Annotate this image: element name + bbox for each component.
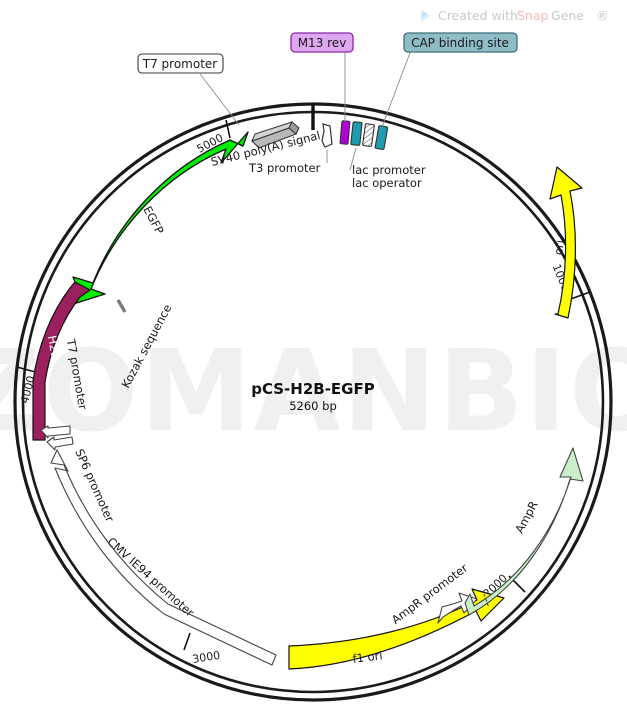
attribution-prefix: Created with — [438, 8, 518, 23]
feature-ori[interactable]: ori — [549, 166, 583, 319]
ampr-arrow-shape[interactable] — [464, 447, 584, 616]
callout-t7-promoter-box[interactable] — [137, 53, 224, 74]
feature-t3-promoter-box[interactable]: T3 promoter — [248, 123, 333, 175]
feature-label-ori: ori — [551, 239, 567, 256]
attribution-brand-1: Snap — [517, 8, 549, 23]
callout-leaders — [199, 49, 412, 128]
feature-label-cmv-ie94-promoter: CMV IE94 promoter — [104, 534, 197, 619]
callout-cap-binding-site-box[interactable] — [403, 32, 518, 53]
inline-label-t3-promoter: T3 promoter — [248, 161, 321, 175]
snapgene-logo-icon — [421, 10, 430, 22]
feature-cap-binding-site-box[interactable] — [374, 125, 389, 150]
snapgene-attribution: Created with Snap Gene ® — [421, 8, 609, 23]
plasmid-name: pCS-H2B-EGFP — [251, 380, 375, 398]
callout-label-cap-binding-site: CAP binding site — [411, 36, 509, 50]
feature-label-egfp: EGFP — [140, 204, 166, 237]
lac-promoter-box-shape[interactable] — [350, 121, 363, 146]
plasmid-size: 5260 bp — [289, 399, 337, 413]
leader-t7-promoter — [199, 73, 240, 126]
cmv-promoter-arrow-shape[interactable] — [50, 449, 277, 666]
sv40-polya-box-side — [288, 121, 300, 135]
attribution-registered: ® — [596, 8, 609, 23]
ruler-tick-3000: 3000 — [183, 632, 221, 666]
ori-arrow-shape[interactable] — [549, 166, 583, 319]
tick-label-3000: 3000 — [191, 649, 221, 666]
lac-promoter-leader — [349, 147, 357, 171]
callout-cap-binding-site[interactable]: CAP binding site — [403, 32, 518, 53]
lac-operator-box-shape[interactable] — [362, 123, 375, 147]
feature-lac-operator-box[interactable] — [362, 123, 375, 147]
callout-label-t7-promoter: T7 promoter — [142, 57, 218, 71]
tick-mark — [225, 119, 231, 139]
t3-promoter-box-shape[interactable] — [321, 123, 333, 148]
m13-rev-box-shape[interactable] — [339, 120, 351, 145]
f1-ori-arrow-shape[interactable] — [288, 588, 505, 670]
callout-m13-rev-box[interactable] — [290, 32, 354, 53]
feature-m13-rev-box[interactable] — [339, 120, 351, 145]
feature-label-f1-ori: f1 ori — [352, 648, 383, 666]
tick-mark — [183, 632, 191, 651]
inline-label-lac-promoter: lac promoter — [352, 163, 426, 177]
cap-binding-site-box-shape[interactable] — [374, 125, 389, 150]
feature-h2b[interactable]: H2B — [32, 281, 91, 441]
plasmid-title-group: pCS-H2B-EGFP 5260 bp — [251, 380, 375, 413]
leader-cap-binding-site — [381, 49, 412, 128]
callout-label-m13-rev: M13 rev — [298, 36, 347, 50]
feature-f1-ori[interactable]: f1 ori — [288, 588, 505, 670]
t7-promoter-arrow-shape[interactable] — [40, 425, 71, 439]
attribution-brand-2: Gene — [551, 8, 584, 23]
feature-cmv-ie94-promoter[interactable]: CMV IE94 promoter — [50, 449, 277, 666]
kozak-sequence-tick[interactable] — [116, 299, 127, 313]
feature-label-ampr: AmpR — [512, 499, 540, 536]
h2b-arrow-shape[interactable] — [32, 281, 91, 441]
feature-lac-promoter-box[interactable] — [349, 121, 363, 171]
inline-label-lac-operator: lac operator — [352, 176, 422, 190]
callout-t7-promoter[interactable]: T7 promoter — [137, 53, 224, 74]
sp6-promoter-arrow-shape[interactable] — [46, 436, 74, 451]
ampr-start-divider — [483, 593, 490, 609]
snapgene-logo-accent-icon — [423, 11, 427, 17]
watermark-text: ZOMANBIO — [0, 327, 627, 457]
callout-m13-rev[interactable]: M13 rev — [290, 32, 354, 53]
feature-label-h2b: H2B — [45, 334, 63, 360]
